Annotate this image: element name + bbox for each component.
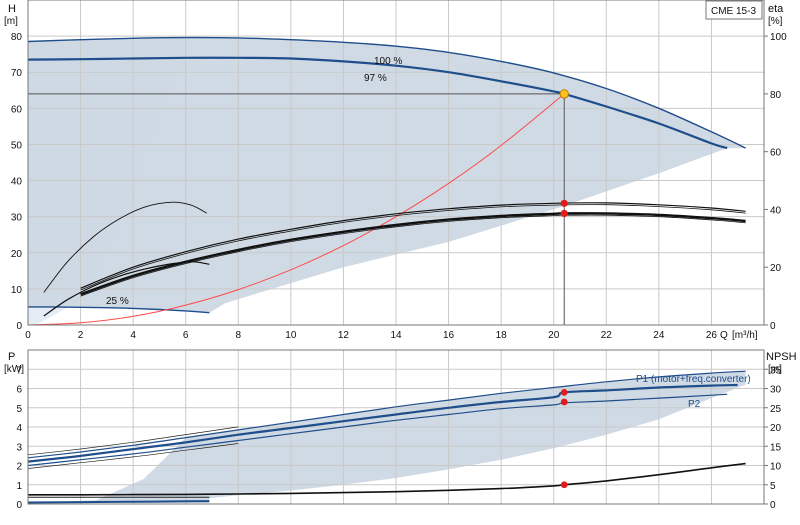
flow-tick-label: 8 [236,330,242,341]
flow-tick-label: 12 [338,330,350,341]
head-tick-label: 30 [11,213,23,224]
power-duty-point-0 [560,388,568,396]
power-tick-label: 3 [16,442,22,453]
eta-tick-label: 40 [770,205,782,216]
flow-tick-label: 26 [706,330,718,341]
npsh-tick-label: 20 [770,423,782,434]
power-series-p2 [28,393,728,467]
flow-axis-label: Q [720,330,728,341]
head-series-eta-duty [80,212,746,296]
head-chart-frame [27,0,765,326]
product-label: CME 15-3 [711,6,756,17]
efficiency-duty-point-1 [560,209,568,218]
head-tick-label: 40 [11,177,23,188]
flow-tick-label: 16 [443,330,455,341]
head-axis-unit: [m] [4,16,18,27]
power-series-p1-duty [28,383,738,463]
flow-tick-label: 20 [548,330,560,341]
series-label-p2: P2 [688,399,701,410]
head-tick-label: 80 [11,32,23,43]
efficiency-duty-point-0 [560,199,568,207]
eta-tick-label: 100 [770,32,787,43]
head-tick-label: 50 [11,140,23,151]
npsh-tick-label: 30 [770,385,782,396]
npsh-tick-label: 0 [770,500,776,511]
product-label-box [705,0,763,20]
head-series-eta-max-edge [80,204,746,291]
eta-tick-label: 20 [770,263,782,274]
eta-tick-label: 60 [770,148,782,159]
curve-label-25: 25 % [106,296,129,307]
npsh-tick-label: 15 [770,442,782,453]
head-tick-label: 0 [16,321,22,332]
operating-point [559,89,569,99]
flow-tick-label: 24 [653,330,665,341]
head-axis-label: H [8,3,16,15]
power-tick-label: 7 [16,365,22,376]
power-axis-label: P [8,351,15,363]
power-tick-label: 1 [16,481,22,492]
npsh-tick-label: 10 [770,462,782,473]
npsh-tick-label: 25 [770,404,782,415]
curve-label-100: 100 % [374,56,402,67]
head-tick-label: 20 [11,249,23,260]
head-series-eta-duty-edge [80,214,746,297]
power-series-npsh [28,462,746,496]
power-tick-label: 4 [16,423,22,434]
power-duty-point-2 [560,481,568,489]
power-series-p2-outline [28,443,239,469]
eta-axis-label: eta [768,3,784,15]
power-series-p-min [28,500,210,504]
flow-tick-label: 4 [130,330,136,341]
npsh-tick-label: 35 [770,365,782,376]
series-label-p1: P1 (motor+freq.converter) [636,374,751,385]
npsh-axis-label: NPSH [766,351,797,363]
npsh-axis-unit: [m] [768,364,782,375]
head-operating-band [28,37,746,313]
power-tick-label: 5 [16,404,22,415]
head-series-qh-duty [28,56,728,150]
power-series-p1-outline [28,426,239,456]
flow-tick-label: 2 [78,330,84,341]
head-tick-label: 60 [11,104,23,115]
flow-tick-label: 6 [183,330,189,341]
flow-axis-unit: [m³/h] [732,330,758,341]
head-tick-label: 10 [11,285,23,296]
power-tick-label: 0 [16,500,22,511]
head-series-system-curve [28,93,565,325]
head-series-eta-thin [43,201,207,293]
power-series-p1 [28,370,746,459]
eta-tick-label: 0 [770,321,776,332]
power-duty-point-1 [560,398,568,406]
head-series-eta-max [80,202,746,289]
power-tick-label: 6 [16,385,22,396]
flow-tick-label: 10 [285,330,297,341]
flow-tick-label: 14 [390,330,402,341]
power-axis-unit: [kW] [4,364,24,375]
flow-tick-label: 22 [601,330,613,341]
power-tick-label: 2 [16,462,22,473]
curve-label-97: 97 % [364,73,387,84]
eta-axis-unit: [%] [768,16,783,27]
npsh-tick-label: 5 [770,481,776,492]
eta-tick-label: 80 [770,90,782,101]
flow-tick-label: 18 [496,330,508,341]
flow-tick-label: 0 [25,330,31,341]
head-series-qh-max [28,36,746,149]
head-tick-label: 70 [11,68,23,79]
